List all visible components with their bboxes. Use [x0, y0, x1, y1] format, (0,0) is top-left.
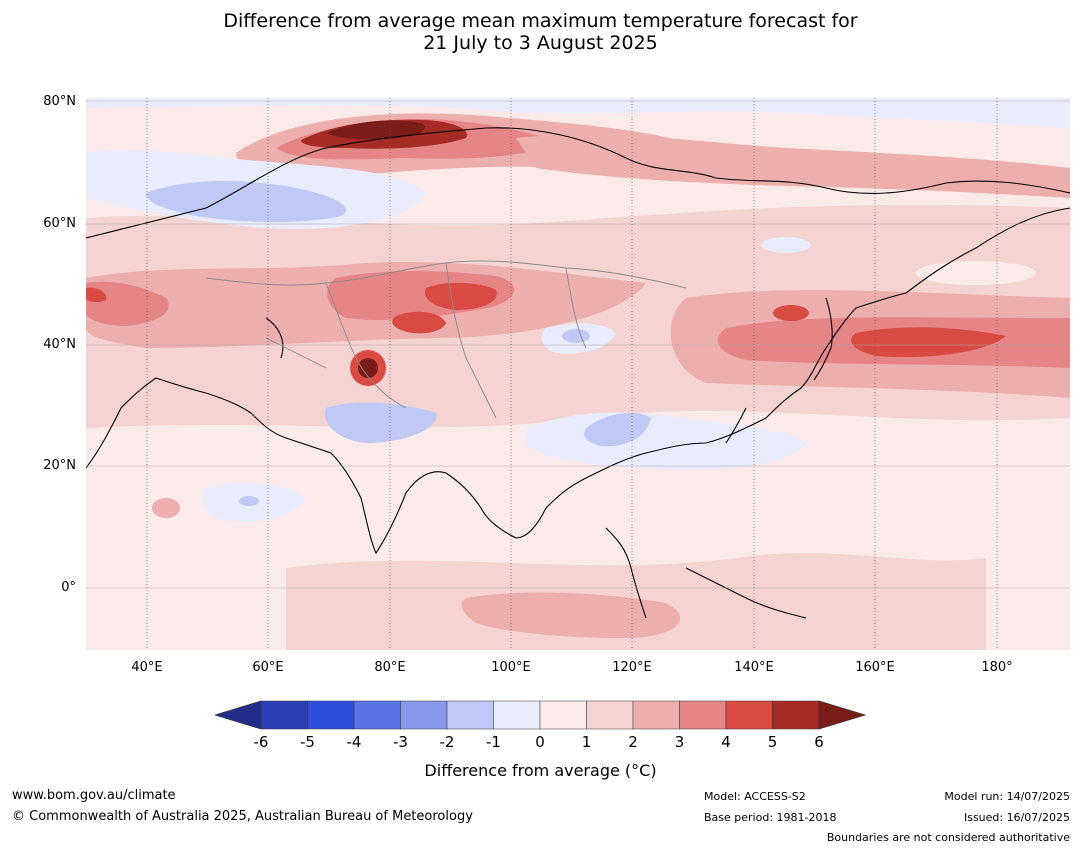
website-text: www.bom.gov.au/climate [12, 788, 176, 803]
colorbar-segment [307, 700, 355, 730]
north-china-cool-core [562, 329, 590, 343]
colorbar-segment [400, 700, 448, 730]
issued-text: Issued: 16/07/2025 [963, 811, 1070, 824]
title-line-2: 21 July to 3 August 2025 [423, 32, 658, 54]
colorbar-segment [353, 700, 401, 730]
maritime-continent-warm [461, 592, 681, 638]
map-canvas [86, 98, 1070, 650]
copyright-text: © Commonwealth of Australia 2025, Austra… [12, 809, 473, 824]
west-siberia-cool-inner [146, 181, 346, 222]
japan-warm-core [773, 305, 809, 321]
colorbar-tick-label: -5 [300, 733, 315, 751]
grid-lon [146, 98, 998, 650]
west-asia-warm [86, 281, 169, 326]
base-period-text: Base period: 1981-2018 [704, 811, 837, 824]
tibet-hotspot-core [358, 358, 378, 378]
lon-label-80e: 80°E [374, 660, 406, 675]
south-china-cool-inner [584, 412, 651, 447]
country-borders [205, 260, 687, 419]
colorbar-tick-label: 6 [814, 733, 824, 751]
east-siberia-cool [761, 237, 811, 253]
grid-lat [86, 100, 1070, 589]
colorbar-tick-label: -4 [346, 733, 362, 751]
red-sea-warm [152, 498, 180, 518]
lon-label-140e: 140°E [734, 660, 774, 675]
lon-label-180: 180° [981, 660, 1013, 675]
colorbar-tick-label: 0 [535, 733, 545, 751]
colorbar-segment [493, 700, 541, 730]
map-title: Difference from average mean maximum tem… [0, 10, 1081, 54]
colorbar-tick-label: -6 [253, 733, 269, 751]
colorbar-tick-label: -2 [439, 733, 455, 751]
lon-label-40e: 40°E [131, 660, 163, 675]
xinjiang-warm-core [392, 311, 446, 334]
lon-label-120e: 120°E [612, 660, 652, 675]
colorbar-tick-label: 1 [581, 733, 592, 751]
title-line-1: Difference from average mean maximum tem… [223, 10, 858, 32]
india-cool [325, 402, 437, 443]
okhotsk-light [916, 261, 1036, 285]
colorbar-tick-label: -3 [393, 733, 408, 751]
colorbar-extend-low [215, 700, 262, 730]
west-asia-warm-core [86, 287, 107, 303]
lon-label-160e: 160°E [855, 660, 895, 675]
lon-label-100e: 100°E [491, 660, 531, 675]
colorbar-tick-label: 5 [767, 733, 778, 751]
colorbar-tick-label: -1 [486, 733, 501, 751]
colorbar-label: Difference from average (°C) [424, 761, 657, 780]
colorbar-segment [679, 700, 727, 730]
lat-label-80n: 80°N [43, 94, 76, 109]
colorbar-segment [772, 700, 820, 730]
arctic-cool-band [86, 98, 1070, 128]
siberia-warm-core [326, 120, 425, 140]
colorbar-segment [260, 700, 308, 730]
colorbar [215, 700, 867, 730]
colorbar-segment [725, 700, 773, 730]
colorbar-extend-high [818, 700, 867, 730]
lat-label-60n: 60°N [43, 216, 76, 231]
arabian-sea-cool-core [239, 496, 259, 506]
colorbar-segment [539, 700, 587, 730]
colorbar-segment [446, 700, 494, 730]
model-run-text: Model run: 14/07/2025 [944, 790, 1070, 803]
colorbar-tick-label: 3 [674, 733, 685, 751]
lat-label-40n: 40°N [43, 337, 76, 352]
colorbar-segment [632, 700, 680, 730]
model-text: Model: ACCESS-S2 [704, 790, 806, 803]
lon-label-60e: 60°E [252, 660, 284, 675]
north-pacific-warm-core [851, 327, 1006, 358]
lat-label-20n: 20°N [43, 458, 76, 473]
lat-label-0: 0° [61, 580, 76, 595]
coastlines [86, 127, 1070, 619]
colorbar-segment [586, 700, 634, 730]
colorbar-tick-label: 4 [721, 733, 731, 751]
east-siberia-warm [516, 134, 1070, 198]
forecast-map [86, 98, 1070, 650]
disclaimer-text: Boundaries are not considered authoritat… [826, 831, 1070, 844]
mongolia-warm-core [425, 282, 497, 310]
colorbar-tick-label: 2 [628, 733, 638, 751]
